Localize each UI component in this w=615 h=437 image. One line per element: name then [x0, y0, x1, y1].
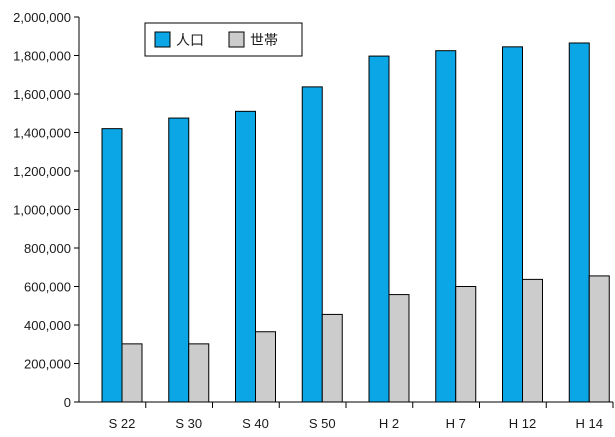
- y-axis-ticks: 0 200,000 400,000 600,000 800,000 1,000,000 1,…: [13, 10, 79, 410]
- x-tick-label: H 2: [379, 416, 399, 431]
- y-tick-label: 1,800,000: [13, 49, 71, 64]
- bar-population: [235, 110, 256, 403]
- x-axis-ticks: S 22 S 30 S 40 S 50 H 2 H 7 H 12 H 14: [109, 402, 614, 431]
- y-tick-label: 1,600,000: [13, 87, 71, 102]
- bar-households: [121, 343, 143, 403]
- legend-frame: [144, 22, 303, 57]
- x-tick-label: S 22: [109, 416, 136, 431]
- x-tick-label: H 12: [509, 416, 536, 431]
- bar-households: [588, 275, 610, 403]
- bar-population: [301, 86, 323, 403]
- y-tick-label: 2,000,000: [13, 10, 71, 25]
- legend-swatch-households: [228, 31, 245, 48]
- bar-population: [101, 128, 123, 403]
- y-tick-label: 200,000: [24, 357, 71, 372]
- bar-population: [502, 46, 523, 403]
- legend-swatch-population: [154, 31, 171, 48]
- bars-group: [101, 42, 610, 403]
- y-tick-label: 1,400,000: [13, 126, 71, 141]
- bar-households: [388, 294, 410, 403]
- y-tick-label: 1,200,000: [13, 164, 71, 179]
- x-tick-label: S 50: [309, 416, 336, 431]
- legend-label-population: 人口: [176, 32, 204, 48]
- y-tick-label: 400,000: [24, 318, 71, 333]
- bar-households: [522, 278, 543, 403]
- bar-population: [568, 42, 590, 403]
- y-tick-label: 0: [64, 395, 71, 410]
- bar-population: [168, 117, 190, 403]
- y-tick-label: 1,000,000: [13, 203, 71, 218]
- y-tick-label: 600,000: [24, 280, 71, 295]
- legend: 人口 世帯: [144, 22, 303, 57]
- x-tick-label: S 30: [175, 416, 202, 431]
- bar-households: [321, 313, 343, 403]
- y-tick-label: 800,000: [24, 241, 71, 256]
- bar-population: [435, 50, 457, 403]
- x-tick-label: H 14: [576, 416, 603, 431]
- bar-households: [188, 343, 210, 403]
- bar-households: [455, 286, 477, 403]
- x-tick-label: S 40: [242, 416, 269, 431]
- x-tick-label: H 7: [446, 416, 466, 431]
- bar-population: [368, 55, 390, 403]
- bar-households: [255, 331, 276, 403]
- legend-label-households: 世帯: [250, 32, 278, 48]
